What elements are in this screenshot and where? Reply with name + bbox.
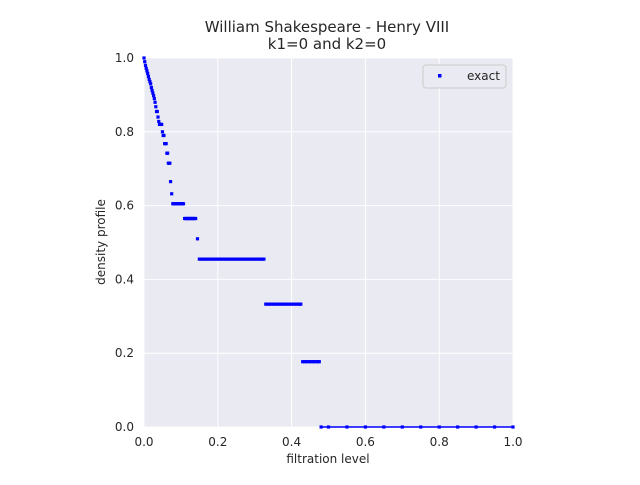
data-point	[157, 119, 161, 124]
data-point	[149, 82, 153, 86]
legend: exact	[422, 64, 507, 89]
data-point	[143, 60, 147, 64]
data-point	[151, 91, 155, 95]
legend-label-exact: exact	[467, 69, 500, 83]
data-point	[170, 192, 174, 196]
data-point	[149, 85, 153, 90]
data-point	[143, 63, 148, 67]
x-tick-label: 0.2	[208, 435, 227, 449]
data-point	[148, 80, 152, 84]
data-point	[147, 77, 151, 82]
x-tick-label: 0.0	[134, 435, 153, 449]
x-tick-label: 1.0	[503, 435, 522, 449]
y-tick-label: 0.4	[115, 272, 134, 286]
data-point	[168, 180, 173, 184]
x-tick-label: 0.4	[282, 435, 301, 449]
legend-box	[422, 64, 507, 89]
data-point	[160, 130, 165, 134]
data-point	[144, 66, 148, 70]
data-point	[146, 71, 150, 76]
y-tick-label: 0.8	[115, 125, 134, 139]
x-axis-ticks: 0.0 0.2 0.4 0.6 0.8 1.0	[134, 435, 522, 449]
data-point	[262, 257, 266, 261]
data-point	[195, 237, 200, 241]
y-tick-label: 0.6	[115, 199, 134, 213]
y-axis-ticks: 0.0 0.2 0.4 0.6 0.8 1.0	[115, 51, 134, 434]
series-exact	[142, 56, 515, 429]
data-point	[156, 115, 160, 119]
chart-title: William Shakespeare - Henry VIII	[205, 18, 449, 36]
grid	[143, 57, 514, 428]
y-tick-label: 0.0	[115, 420, 134, 434]
plot-area	[144, 58, 513, 427]
data-point	[153, 100, 157, 104]
y-tick-label: 0.2	[115, 346, 134, 360]
chart-subtitle: k1=0 and k2=0	[268, 35, 386, 53]
y-axis-label: density profile	[94, 199, 108, 285]
x-axis-label: filtration level	[286, 452, 369, 466]
data-point	[145, 69, 149, 73]
x-tick-label: 0.6	[356, 435, 375, 449]
data-point	[152, 96, 156, 101]
data-point	[146, 74, 151, 79]
data-point	[142, 56, 146, 60]
legend-marker-exact	[438, 74, 442, 78]
y-tick-label: 1.0	[115, 51, 134, 65]
data-point	[154, 105, 158, 109]
x-tick-label: 0.8	[430, 435, 449, 449]
data-point	[151, 94, 156, 98]
data-point	[150, 88, 154, 93]
